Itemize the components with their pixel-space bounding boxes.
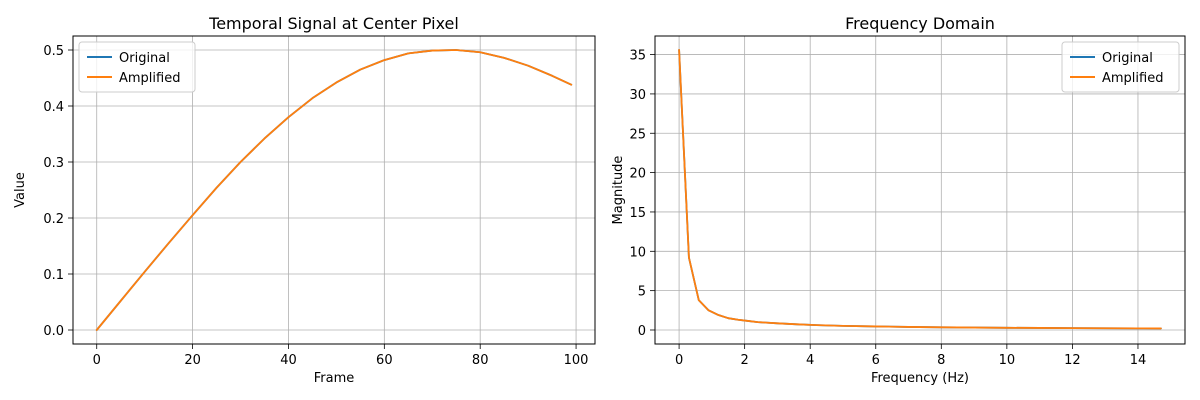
plot-frame xyxy=(72,35,596,345)
chart-2: 0 2 4 6 8 10 12 14 0 5 10 15 20 25 30 35 Frequency Domai… xyxy=(611,14,1186,386)
x-tick-label: 40 xyxy=(280,353,297,368)
x-tick-label: 0 xyxy=(93,353,101,368)
x-tick-label: 60 xyxy=(376,353,393,368)
chart-title: Temporal Signal at Center Pixel xyxy=(208,14,459,33)
x-tick-label: 80 xyxy=(472,353,489,368)
y-tick-label: 25 xyxy=(629,127,646,142)
legend: Original Amplified xyxy=(78,41,196,93)
y-tick-label: 0.2 xyxy=(43,212,64,227)
x-tick-label: 2 xyxy=(741,353,749,368)
legend-label-original: Original xyxy=(119,51,170,66)
y-tick-label: 15 xyxy=(629,206,646,221)
x-tick-label: 8 xyxy=(937,353,945,368)
y-tick-label: 35 xyxy=(629,49,646,64)
y-tick-label: 0.3 xyxy=(43,156,64,171)
series-line-amplified xyxy=(95,49,573,331)
x-tick-label: 20 xyxy=(184,353,201,368)
chart-title: Frequency Domain xyxy=(845,14,995,33)
y-axis-label: Magnitude xyxy=(611,156,626,225)
plot-frame xyxy=(654,35,1186,345)
x-axis-label: Frame xyxy=(314,371,355,386)
legend-label-original: Original xyxy=(1102,51,1153,66)
chart-1: 0 20 40 60 80 100 0.0 0.1 0.2 0.3 0.4 0.5 Temporal S… xyxy=(13,14,596,386)
legend-box xyxy=(1061,41,1180,93)
y-tick-label: 0.4 xyxy=(43,100,64,115)
y-tick-label: 5 xyxy=(638,285,646,300)
y-tick-label: 0.0 xyxy=(43,324,64,339)
series-line-amplified xyxy=(678,48,1162,330)
y-tick-label: 0.5 xyxy=(43,44,64,59)
y-tick-label: 30 xyxy=(629,88,646,103)
y-tick-label: 0 xyxy=(638,324,646,339)
legend: Original Amplified xyxy=(1061,41,1180,93)
x-tick-label: 6 xyxy=(872,353,880,368)
x-tick-label: 0 xyxy=(675,353,683,368)
y-axis-label: Value xyxy=(13,172,28,208)
y-tick-label: 10 xyxy=(629,245,646,260)
y-tick-label: 20 xyxy=(629,167,646,182)
legend-label-amplified: Amplified xyxy=(119,71,180,86)
legend-label-amplified: Amplified xyxy=(1102,71,1163,86)
x-tick-label: 14 xyxy=(1130,353,1147,368)
x-tick-label: 100 xyxy=(564,353,589,368)
x-tick-label: 4 xyxy=(806,353,814,368)
x-tick-label: 12 xyxy=(1064,353,1081,368)
legend-box xyxy=(78,41,196,93)
x-axis-label: Frequency (Hz) xyxy=(871,371,969,386)
x-tick-label: 10 xyxy=(999,353,1016,368)
y-tick-label: 0.1 xyxy=(43,268,64,283)
